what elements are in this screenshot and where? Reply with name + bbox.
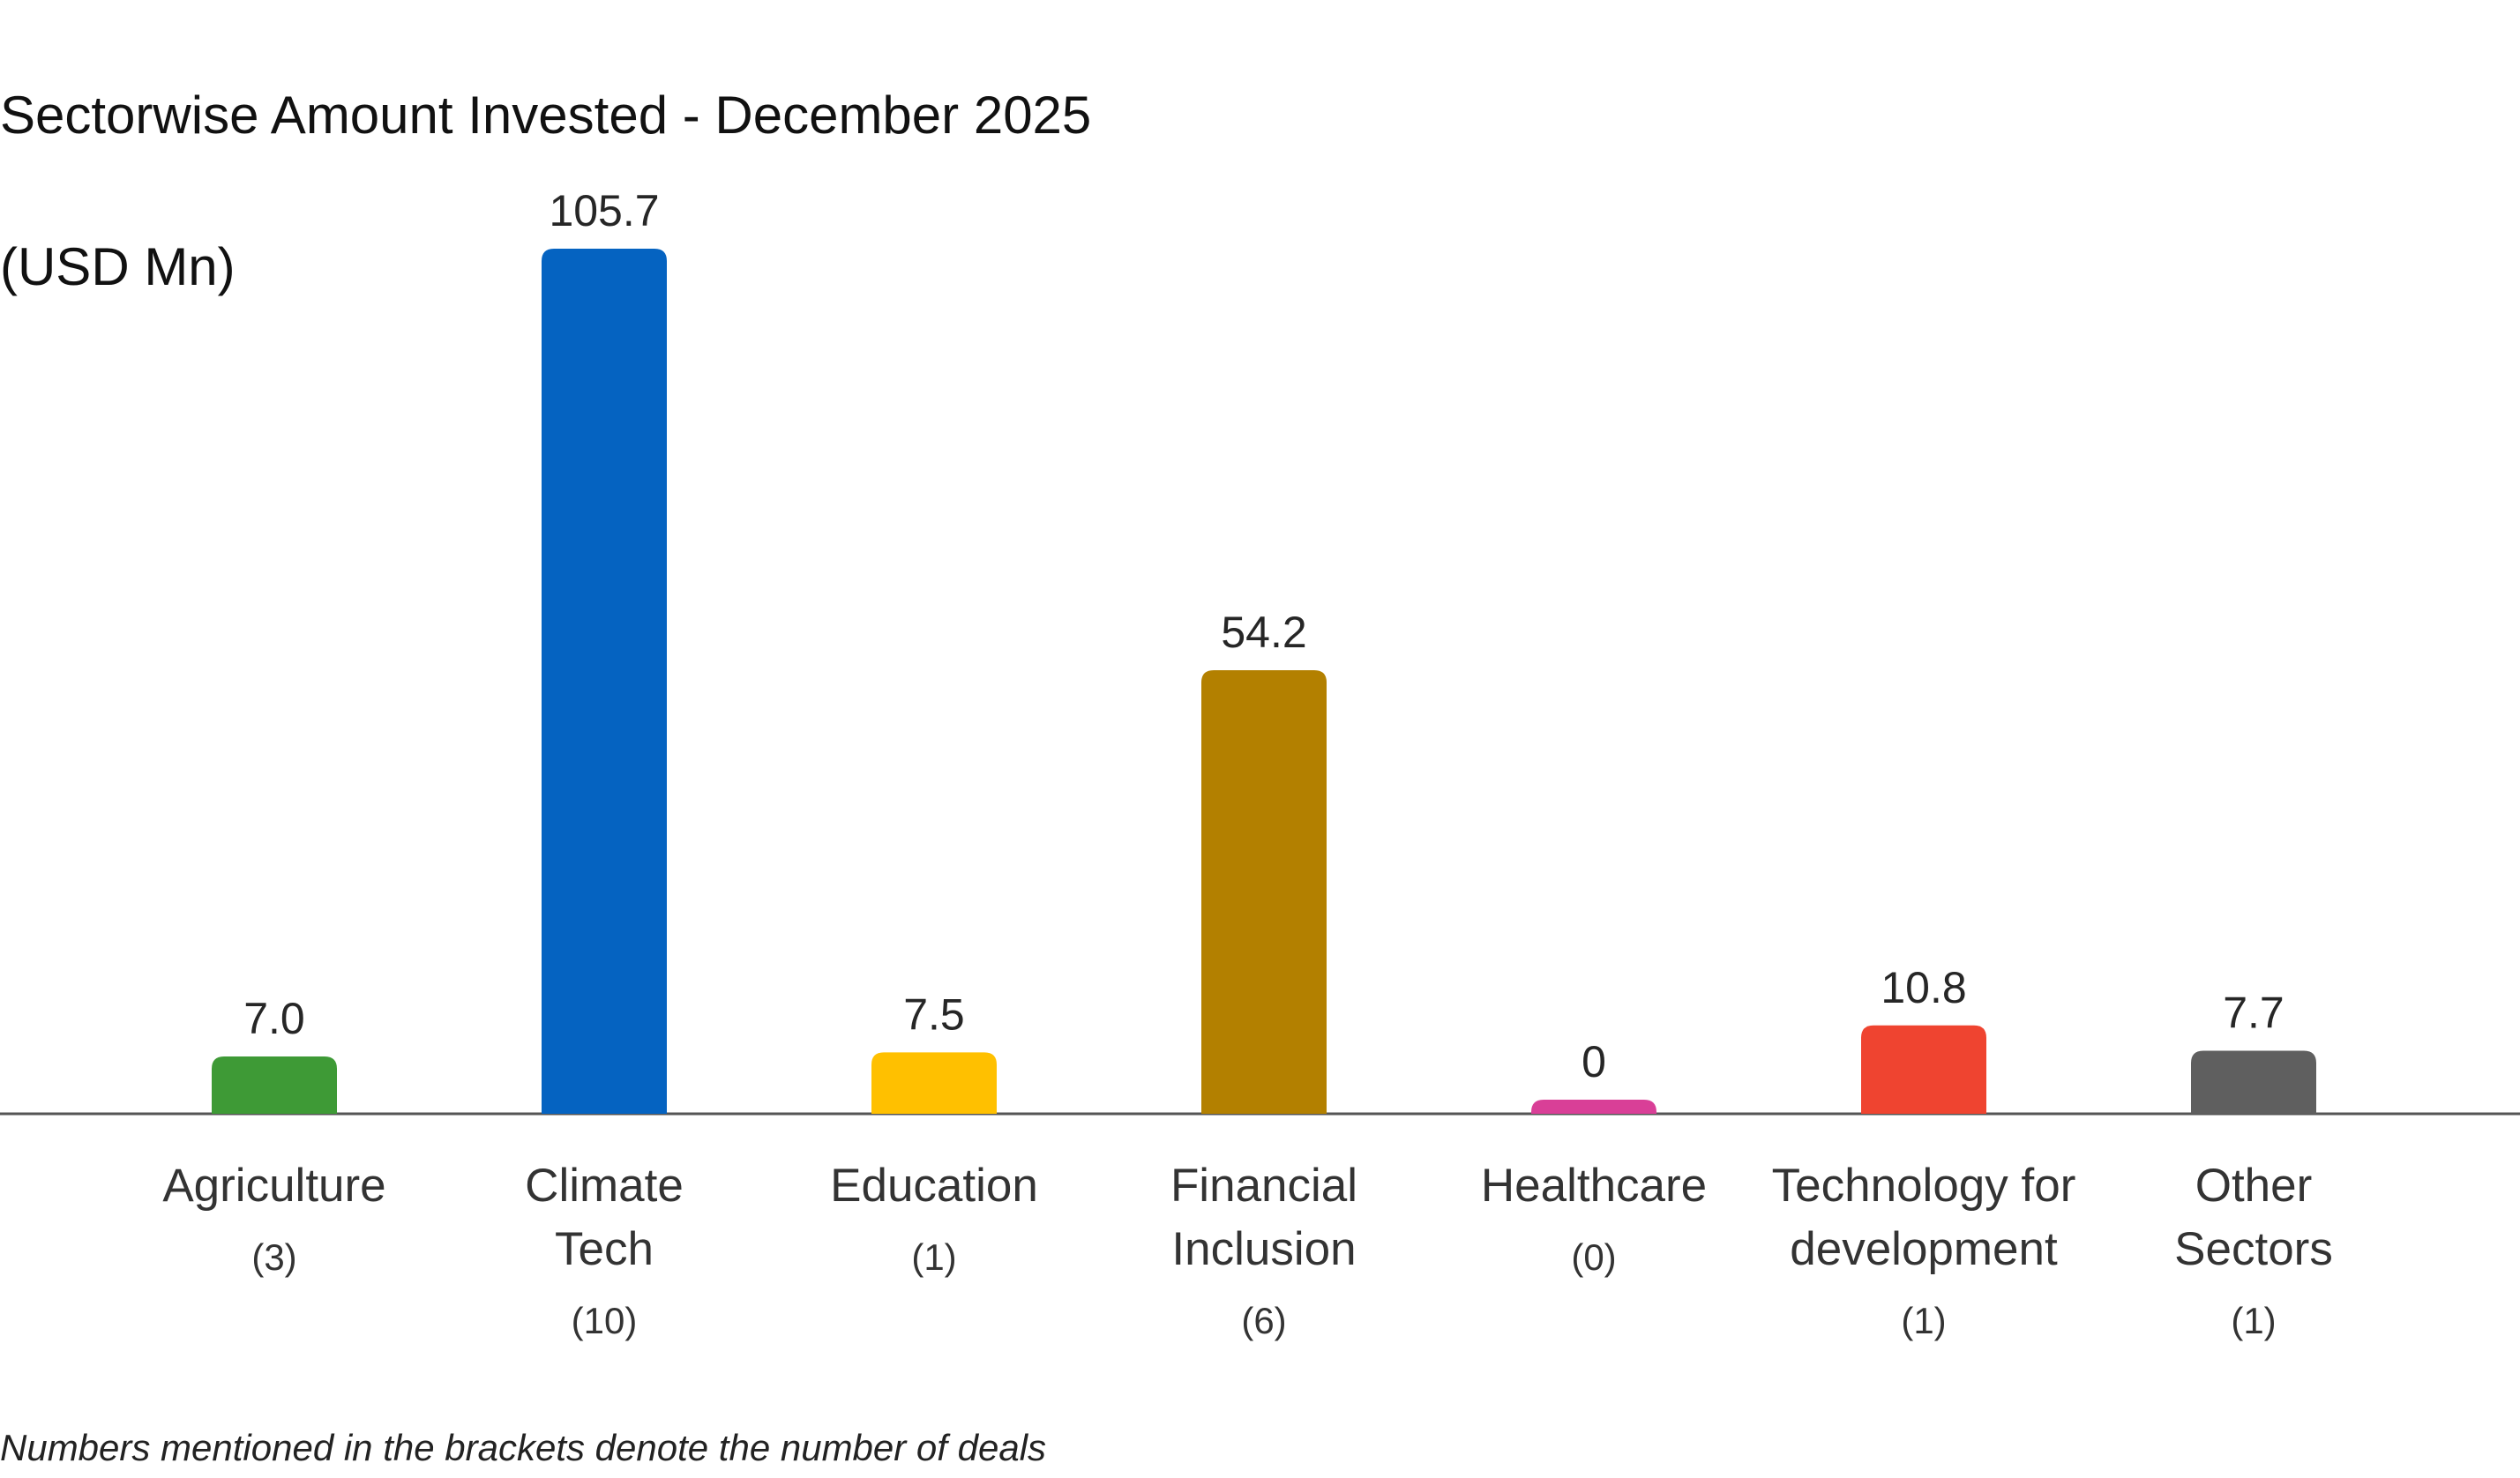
chart-title: Sectorwise Amount Invested - December 20… xyxy=(0,2,1091,381)
chart-subtitle: (USD Mn) xyxy=(0,237,236,296)
bar-2 xyxy=(871,1052,997,1114)
value-label-3: 54.2 xyxy=(1221,608,1306,657)
value-label-1: 105.7 xyxy=(549,186,659,235)
category-label-0-line-0: Agriculture xyxy=(162,1160,385,1212)
category-label-6-line-1: Sectors xyxy=(2174,1223,2333,1275)
value-labels-group: 7.0 105.7 7.5 54.2 0 10.8 7.7 xyxy=(243,186,2284,1086)
bar-0 xyxy=(212,1056,337,1114)
bar-3 xyxy=(1201,669,1327,1114)
bar-6 xyxy=(2191,1050,2316,1114)
value-label-6: 7.7 xyxy=(2223,989,2284,1038)
deal-count-1: (10) xyxy=(572,1300,638,1341)
deal-count-2: (1) xyxy=(911,1236,956,1278)
deal-count-6: (1) xyxy=(2231,1300,2276,1341)
bar-4 xyxy=(1531,1100,1656,1114)
chart-footnote: Numbers mentioned in the brackets denote… xyxy=(0,1427,1047,1468)
bar-5 xyxy=(1861,1025,1986,1114)
category-label-1-line-0: Climate xyxy=(525,1160,684,1212)
category-label-4-line-0: Healthcare xyxy=(1481,1160,1707,1212)
value-label-4: 0 xyxy=(1582,1037,1606,1086)
category-label-5-line-0: Technology for xyxy=(1772,1160,2076,1212)
category-label-2-line-0: Education xyxy=(830,1160,1038,1212)
category-labels-group: Agriculture (3) Climate Tech (10) Education (1… xyxy=(162,1160,2333,1341)
category-label-1-line-1: Tech xyxy=(555,1223,654,1275)
deal-count-3: (6) xyxy=(1241,1300,1286,1341)
deal-count-0: (3) xyxy=(251,1236,296,1278)
category-label-5-line-1: development xyxy=(1790,1223,2058,1275)
deal-count-5: (1) xyxy=(1901,1300,1946,1341)
value-label-5: 10.8 xyxy=(1881,963,1966,1012)
category-label-3-line-0: Financial xyxy=(1170,1160,1357,1212)
value-label-2: 7.5 xyxy=(903,989,965,1039)
chart-title-main: Sectorwise Amount Invested - December 20… xyxy=(0,86,1092,145)
bar-1 xyxy=(542,249,667,1114)
category-label-6-line-0: Other xyxy=(2195,1160,2313,1212)
value-label-0: 7.0 xyxy=(243,994,305,1043)
category-label-3-line-1: Inclusion xyxy=(1171,1223,1356,1275)
bars-group xyxy=(212,249,2316,1114)
deal-count-4: (0) xyxy=(1571,1236,1616,1278)
